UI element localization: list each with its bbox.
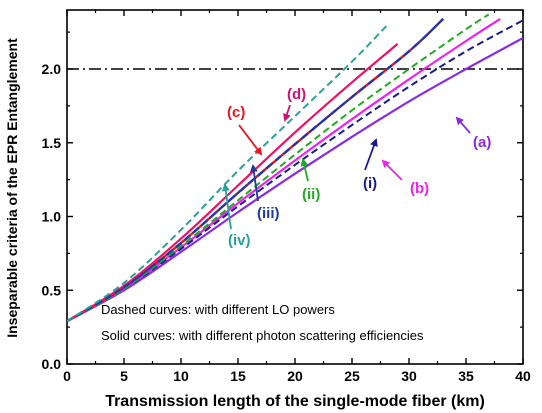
curve-b xyxy=(67,17,501,323)
curve-layer xyxy=(67,13,523,323)
x-tick-label: 15 xyxy=(230,368,246,384)
curve-a xyxy=(67,37,523,323)
label-d: (d) xyxy=(287,86,306,103)
label-iii: (iii) xyxy=(257,205,280,222)
arrow-c xyxy=(238,124,263,156)
y-tick-label: 2.0 xyxy=(42,61,62,77)
label-ii: (ii) xyxy=(302,186,320,203)
label-iv: (iv) xyxy=(228,232,251,249)
y-tick-label: 1.5 xyxy=(42,135,62,151)
label-c: (c) xyxy=(227,104,245,121)
y-tick-label: 0.0 xyxy=(42,356,62,372)
arrow-layer xyxy=(221,104,471,230)
curve-d xyxy=(67,43,399,323)
label-i: (i) xyxy=(363,175,377,192)
x-tick-label: 0 xyxy=(63,368,71,384)
curve-iii xyxy=(67,18,444,323)
x-tick-label: 10 xyxy=(173,368,189,384)
note-solid: Solid curves: with different photon scat… xyxy=(101,328,424,343)
arrow-d xyxy=(283,104,291,122)
x-tick-label: 25 xyxy=(344,368,360,384)
arrow-i xyxy=(364,138,378,171)
label-b: (b) xyxy=(410,180,429,197)
y-axis-title: Inseparable criteria of the EPR Entangle… xyxy=(4,38,20,338)
x-tick-label: 5 xyxy=(120,368,128,384)
ticks-layer: 0 5 10 15 20 25 30 35 40 0.0 0.5 1.0 1.5 2.0 xyxy=(42,10,531,384)
y-tick-label: 1.0 xyxy=(42,209,62,225)
arrow-ii xyxy=(300,158,309,182)
arrow-a xyxy=(455,116,471,134)
arrow-b xyxy=(381,159,403,181)
curve-ii xyxy=(67,13,490,323)
curve-iv xyxy=(67,25,387,323)
x-tick-label: 40 xyxy=(515,368,531,384)
y-tick-label: 0.5 xyxy=(42,282,62,298)
label-a: (a) xyxy=(473,134,491,151)
x-tick-label: 20 xyxy=(287,368,303,384)
curve-i xyxy=(67,19,523,323)
label-layer: (a) (b) (c) (d) (i) (ii) (iii) (iv) xyxy=(227,86,491,249)
x-tick-label: 30 xyxy=(401,368,417,384)
arrow-iii xyxy=(249,164,259,202)
x-axis-title: Transmission length of the single-mode f… xyxy=(105,393,485,410)
arrow-iv xyxy=(221,183,232,230)
x-tick-label: 35 xyxy=(458,368,474,384)
note-dashed: Dashed curves: with different LO powers xyxy=(101,302,335,317)
